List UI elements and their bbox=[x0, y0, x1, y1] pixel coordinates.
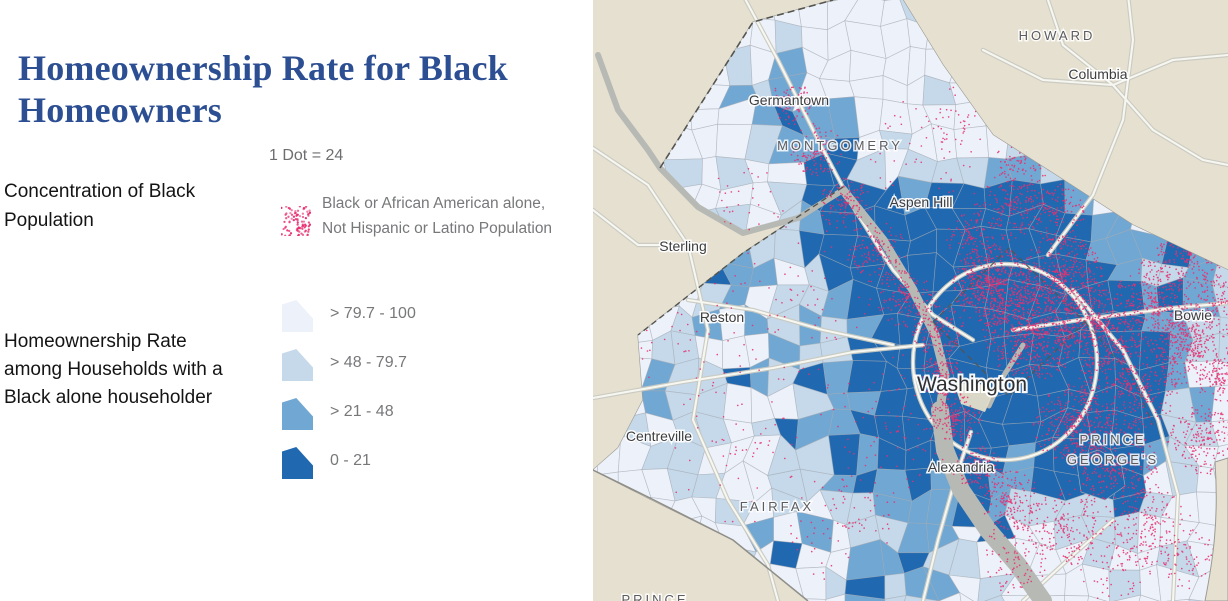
class-swatch-2 bbox=[282, 349, 313, 381]
map-label-montgomery: MONTGOMERY bbox=[777, 138, 903, 153]
map-label-washington: Washington bbox=[917, 373, 1027, 396]
class-label-2: > 48 - 79.7 bbox=[330, 354, 407, 371]
class-swatch-3 bbox=[282, 398, 313, 430]
class-label-1: > 79.7 - 100 bbox=[330, 305, 416, 322]
class-swatch-4 bbox=[282, 447, 313, 479]
map-canvas: HOWARD Columbia Germantown MONTGOMERY Aspen … bbox=[593, 0, 1228, 601]
map-label-aspen-hill: Aspen Hill bbox=[889, 194, 952, 210]
map-label-prince: PRINCE bbox=[621, 592, 688, 601]
map-label-bowie: Bowie bbox=[1174, 307, 1212, 323]
dot-legend-label: Black or African American alone, Not His… bbox=[322, 195, 553, 237]
class-label-4: 0 - 21 bbox=[330, 452, 371, 469]
choropleth-dot-density-map: HOWARD Columbia Germantown MONTGOMERY Aspen … bbox=[593, 0, 1228, 601]
page-title: Homeownership Rate for Black Homeowners bbox=[18, 48, 508, 130]
map-label-reston: Reston bbox=[700, 309, 744, 325]
map-label-howard: HOWARD bbox=[1019, 28, 1096, 43]
population-dots-layer bbox=[640, 37, 1228, 599]
map-label-prince: PRINCE bbox=[1079, 432, 1146, 447]
map-label-fairfax: FAIRFAX bbox=[740, 499, 814, 514]
dot-scale-text: 1 Dot = 24 bbox=[269, 147, 344, 164]
class-swatch-1 bbox=[282, 300, 313, 332]
dot-density-swatch bbox=[280, 204, 312, 237]
map-label-sterling: Sterling bbox=[659, 238, 706, 254]
map-label-germantown: Germantown bbox=[749, 92, 829, 108]
map-label-george-s: GEORGE'S bbox=[1067, 452, 1159, 467]
map-label-centreville: Centreville bbox=[626, 428, 692, 444]
concentration-section-label: Concentration of Black Population bbox=[4, 181, 196, 231]
map-label-alexandria: Alexandria bbox=[928, 459, 994, 475]
class-label-3: > 21 - 48 bbox=[330, 403, 394, 420]
legend-panel: Homeownership Rate for Black Homeowners … bbox=[0, 0, 593, 601]
rate-section-label: Homeownership Rate among Households with… bbox=[4, 331, 223, 408]
map-label-columbia: Columbia bbox=[1068, 66, 1127, 82]
